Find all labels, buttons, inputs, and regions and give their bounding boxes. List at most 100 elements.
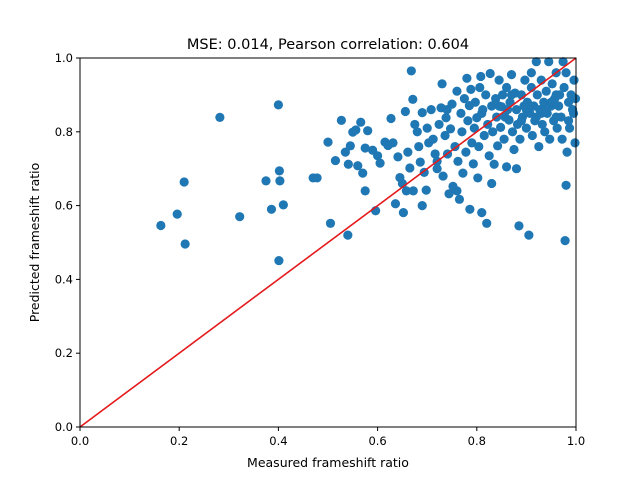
scatter-point <box>330 155 341 166</box>
scatter-point <box>552 123 562 133</box>
scatter-point <box>527 130 537 141</box>
scatter-point <box>437 79 447 89</box>
scatter-point <box>563 97 574 107</box>
scatter-point <box>410 119 420 130</box>
scatter-point <box>501 82 512 93</box>
scatter-point <box>489 159 499 169</box>
scatter-point <box>546 97 556 107</box>
axes-layer: 0.0 0.2 0.4 0.6 0.8 1.0 0.0 0.2 0.4 0.6 0.8 1.0 <box>55 51 585 448</box>
scatter-point <box>494 75 504 85</box>
scatter-point <box>467 138 477 148</box>
scatter-point <box>430 149 440 159</box>
scatter-point <box>507 127 518 137</box>
identity-line <box>79 57 577 428</box>
scatter-point <box>540 127 550 137</box>
scatter-point <box>514 221 524 231</box>
scatter-point <box>541 86 551 96</box>
scatter-point <box>235 212 245 222</box>
scatter-point <box>469 123 479 133</box>
scatter-point <box>487 178 497 189</box>
scatter-point <box>452 186 462 196</box>
y-tick-label: 0.2 <box>55 346 73 360</box>
scatter-point <box>179 177 189 187</box>
scatter-point <box>454 194 465 204</box>
scatter-point <box>421 185 431 195</box>
scatter-point <box>351 125 361 135</box>
scatter-point <box>441 113 451 123</box>
scatter-point <box>438 171 448 181</box>
scatter-point <box>428 134 438 144</box>
scatter-point <box>477 108 487 118</box>
scatter-point <box>408 94 418 104</box>
scatter-point <box>485 68 495 79</box>
scatter-point <box>215 112 225 123</box>
scatter-point <box>491 93 501 104</box>
scatter-point <box>458 168 468 178</box>
scatter-point <box>499 134 509 144</box>
y-axis-label: Predicted frameshift ratio <box>27 163 42 323</box>
scatter-point <box>476 71 486 82</box>
scatter-point <box>477 208 487 218</box>
x-axis-label: Measured frameshift ratio <box>247 455 409 470</box>
scatter-point <box>343 230 353 240</box>
scatter-point <box>484 151 494 161</box>
scatter-point <box>405 163 415 173</box>
scatter-point <box>325 218 336 228</box>
x-tick-label: 0.6 <box>368 434 386 448</box>
scatter-point <box>509 144 519 155</box>
scatter-point <box>356 117 366 127</box>
scatter-point <box>557 134 567 144</box>
scatter-point <box>180 239 190 249</box>
scatter-point <box>526 68 536 78</box>
scatter-point <box>493 141 503 151</box>
scatter-point <box>475 82 485 93</box>
y-tick-label: 0.6 <box>55 199 73 213</box>
scatter-point <box>539 97 549 107</box>
scatter-point <box>562 147 572 157</box>
scatter-point <box>506 90 517 100</box>
scatter-point <box>554 101 564 111</box>
scatter-point <box>468 159 478 169</box>
scatter-point <box>336 115 346 125</box>
scatter-point <box>461 147 471 157</box>
scatter-point <box>544 57 554 67</box>
scatter-point <box>388 138 398 148</box>
scatter-point <box>426 105 436 115</box>
scatter-point <box>275 176 285 186</box>
scatter-point <box>494 101 504 111</box>
scatter-point <box>156 220 166 231</box>
scatter-point <box>551 112 561 122</box>
scatter-point <box>278 200 288 210</box>
scatter-point <box>504 115 514 125</box>
scatter-point <box>453 156 463 166</box>
scatter-point <box>375 158 385 168</box>
scatter-point <box>323 137 333 147</box>
scatter-point <box>393 152 403 162</box>
scatter-point <box>312 173 322 183</box>
scatter-point <box>487 101 497 111</box>
scatter-point <box>360 186 370 196</box>
scatter-point <box>558 57 568 67</box>
scatter-point <box>398 208 408 218</box>
x-tick-label: 0.8 <box>468 434 486 448</box>
scatter-point <box>422 123 432 133</box>
scatter-point <box>521 105 532 115</box>
scatter-point <box>415 157 425 167</box>
scatter-point <box>261 176 271 186</box>
scatter-point <box>564 123 575 133</box>
scatter-point <box>560 236 570 246</box>
scatter-point <box>343 159 353 169</box>
scatter-point <box>516 116 527 126</box>
scatter-point <box>563 116 574 126</box>
x-tick-label: 0.0 <box>71 434 89 448</box>
scatter-point <box>481 90 491 100</box>
scatter-point <box>501 162 512 172</box>
scatter-point <box>353 161 363 171</box>
scatter-point <box>559 82 569 93</box>
scatter-point <box>172 209 182 219</box>
marks-layer <box>79 57 581 428</box>
scatter-point <box>400 106 410 117</box>
scatter-point <box>551 90 561 100</box>
scatter-point <box>541 105 551 115</box>
